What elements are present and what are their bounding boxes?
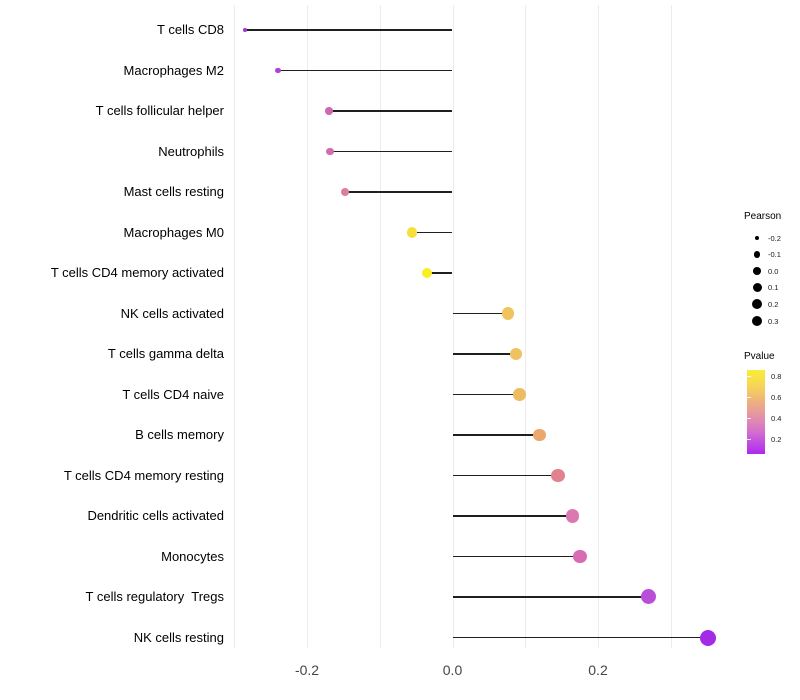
x-gridline <box>598 5 599 648</box>
pearson-size-legend: Pearson -0.2 -0.1 0.0 0.1 0.2 0.3 <box>744 211 800 341</box>
pearson-legend-value: 0.1 <box>768 283 779 293</box>
y-axis-label: T cells CD8 <box>157 22 224 37</box>
y-axis-label: Macrophages M0 <box>123 224 224 240</box>
pvalue-colorbar-tickmark <box>747 418 751 420</box>
y-axis-label: T cells gamma delta <box>107 346 224 361</box>
lollipop-dot <box>533 428 547 442</box>
y-axis-label: Mast cells resting <box>123 184 224 199</box>
pvalue-colorbar <box>747 370 765 454</box>
lollipop-stem <box>452 636 708 639</box>
pearson-legend-dot <box>754 235 760 241</box>
pearson-legend-value: 0.2 <box>768 299 779 309</box>
lollipop-stem <box>452 393 520 396</box>
y-axis-label: NK cells resting <box>133 629 224 645</box>
lollipop-stem <box>330 150 453 153</box>
lollipop-stem <box>427 272 453 274</box>
pearson-legend-dot <box>752 283 762 293</box>
lollipop-stem <box>452 515 573 517</box>
x-tick-label: 0.0 <box>442 662 463 678</box>
pvalue-colorbar-tickmark <box>747 376 751 378</box>
lollipop-stem <box>452 596 649 598</box>
y-axis-label: NK cells activated <box>120 305 224 321</box>
pvalue-color-legend: Pvalue 0.8 0.6 0.4 0.2 <box>744 351 800 466</box>
lollipop-dot <box>275 67 281 74</box>
lollipop-dot <box>406 227 417 238</box>
y-axis-label: T cells regulatory Tregs <box>85 589 224 604</box>
pearson-legend-dot <box>753 267 761 276</box>
pvalue-legend-value: 0.6 <box>771 392 782 402</box>
lollipop-dot <box>641 589 657 605</box>
lollipop-stem <box>277 69 453 72</box>
pvalue-colorbar-tickmark <box>747 439 751 441</box>
lollipop-stem <box>452 555 580 558</box>
lollipop-dot <box>509 347 523 361</box>
x-gridline <box>234 5 236 648</box>
x-tick-label: 0.2 <box>588 662 608 678</box>
lollipop-stem <box>452 434 540 436</box>
lollipop-dot <box>513 388 526 401</box>
y-axis-label: Dendritic cells activated <box>87 508 224 523</box>
y-axis-label: Neutrophils <box>158 143 224 159</box>
pearson-legend-dot <box>751 315 763 327</box>
lollipop-dot <box>551 468 565 483</box>
lollipop-dot <box>501 307 514 320</box>
lollipop-stem <box>411 231 453 234</box>
lollipop-dot <box>340 187 349 197</box>
y-axis-label: B cells memory <box>135 427 224 442</box>
lollipop-stem <box>452 312 508 315</box>
pearson-legend-value: 0.3 <box>768 316 779 326</box>
x-gridline <box>525 5 527 648</box>
x-gridline <box>452 5 454 648</box>
pearson-legend-value: 0.0 <box>768 266 779 276</box>
pearson-legend-value: -0.2 <box>768 233 781 243</box>
pearson-legend-dot <box>752 299 762 310</box>
pearson-legend-value: -0.1 <box>768 250 781 260</box>
lollipop-stem <box>452 353 516 355</box>
y-axis-label: Macrophages M2 <box>123 62 224 78</box>
lollipop-dot <box>421 267 433 279</box>
pvalue-legend-title: Pvalue <box>744 351 775 362</box>
pvalue-colorbar-tickmark <box>747 397 751 399</box>
lollipop-dot <box>565 509 580 523</box>
lollipop-stem <box>328 110 453 112</box>
y-axis-label: Monocytes <box>161 548 224 564</box>
lollipop-dot <box>243 28 248 32</box>
y-axis-label: T cells CD4 naive <box>122 386 224 402</box>
y-axis-label: T cells CD4 memory resting <box>63 467 224 483</box>
y-axis-label: T cells follicular helper <box>95 103 224 118</box>
x-tick-label: -0.2 <box>294 662 320 678</box>
pvalue-legend-value: 0.2 <box>771 434 782 444</box>
y-axis-label: T cells CD4 memory activated <box>50 265 224 280</box>
lollipop-dot <box>699 629 716 646</box>
lollipop-stem <box>344 191 453 193</box>
pearson-legend-dot <box>753 251 761 258</box>
x-gridline <box>670 5 672 648</box>
lollipop-stem <box>245 29 453 31</box>
lollipop-stem <box>452 474 558 477</box>
lollipop-dot <box>326 147 335 156</box>
x-gridline <box>379 5 381 648</box>
pvalue-legend-value: 0.8 <box>771 371 782 381</box>
pvalue-legend-value: 0.4 <box>771 413 782 423</box>
lollipop-dot <box>324 107 333 115</box>
lollipop-dot <box>572 549 587 564</box>
pearson-legend-title: Pearson <box>744 211 782 222</box>
x-gridline <box>307 5 308 648</box>
